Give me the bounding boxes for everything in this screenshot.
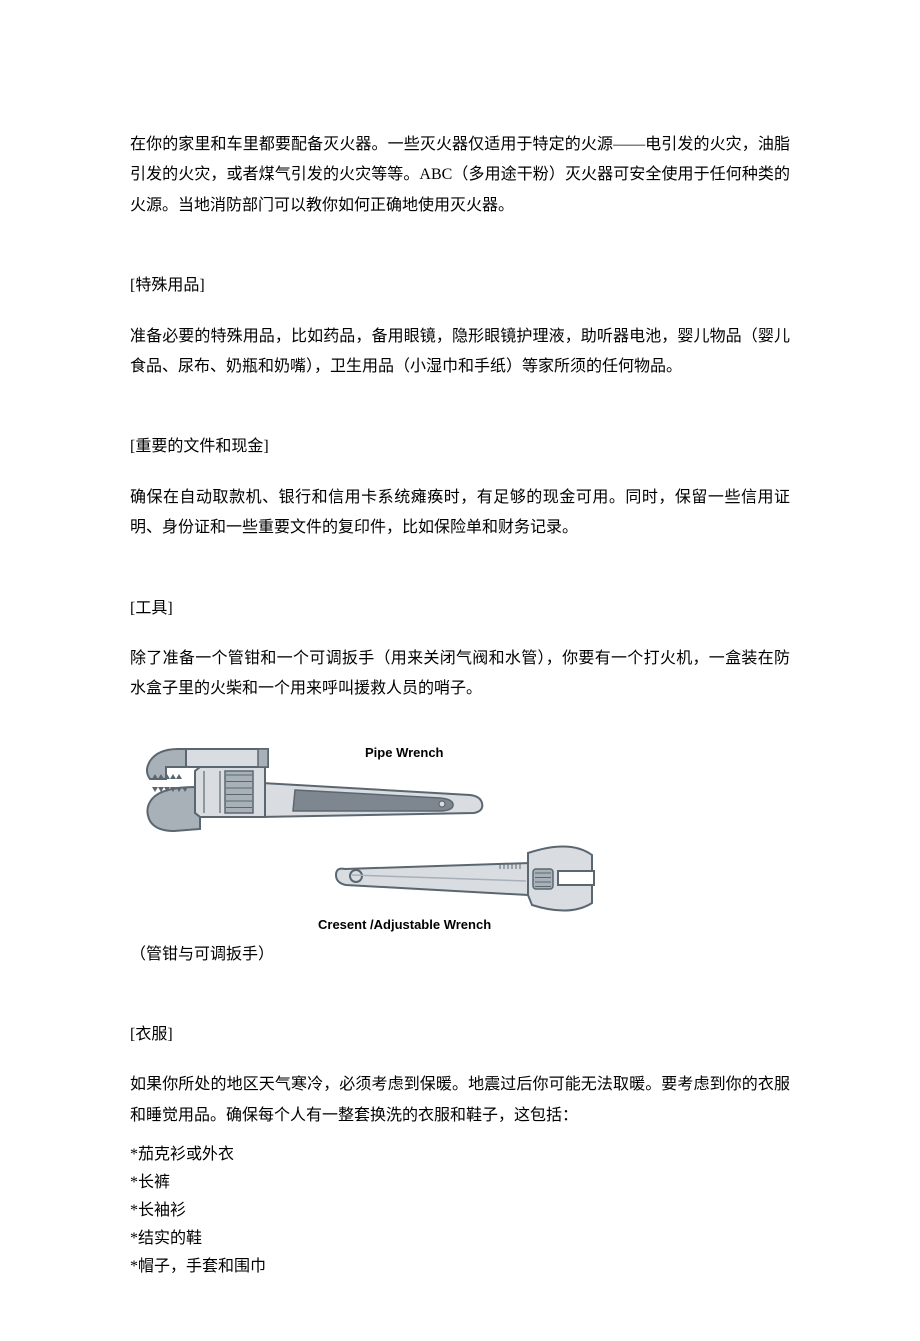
section-heading-special: [特殊用品] bbox=[130, 271, 790, 301]
section-body-docs: 确保在自动取款机、银行和信用卡系统瘫痪时，有足够的现金可用。同时，保留一些信用证… bbox=[130, 483, 790, 544]
pipe-wrench-icon bbox=[147, 749, 482, 831]
clothes-list: *茄克衫或外衣*长裤*长袖衫*结实的鞋*帽子，手套和围巾 bbox=[130, 1141, 790, 1281]
section-body-clothes: 如果你所处的地区天气寒冷，必须考虑到保暖。地震过后你可能无法取暖。要考虑到你的衣… bbox=[130, 1070, 790, 1131]
section-heading-tools: [工具] bbox=[130, 594, 790, 624]
section-heading-clothes: [衣服] bbox=[130, 1020, 790, 1050]
adjustable-wrench-icon bbox=[336, 846, 594, 910]
clothes-list-item: *长袖衫 bbox=[130, 1197, 790, 1225]
clothes-list-item: *帽子，手套和围巾 bbox=[130, 1253, 790, 1281]
clothes-list-item: *结实的鞋 bbox=[130, 1225, 790, 1253]
wrench-svg: Pipe Wrench Cresent /Adjustable Wrench bbox=[140, 735, 610, 935]
clothes-list-item: *长裤 bbox=[130, 1169, 790, 1197]
section-body-tools: 除了准备一个管钳和一个可调扳手（用来关闭气阀和水管），你要有一个打火机，一盒装在… bbox=[130, 644, 790, 705]
pipe-wrench-label: Pipe Wrench bbox=[365, 745, 444, 760]
clothes-list-item: *茄克衫或外衣 bbox=[130, 1141, 790, 1169]
section-heading-docs: [重要的文件和现金] bbox=[130, 432, 790, 462]
figure-caption: （管钳与可调扳手） bbox=[130, 940, 790, 970]
wrench-figure: Pipe Wrench Cresent /Adjustable Wrench bbox=[140, 735, 790, 935]
document-page: 在你的家里和车里都要配备灭火器。一些灭火器仅适用于特定的火源——电引发的火灾，油… bbox=[0, 0, 920, 1341]
adjustable-wrench-label: Cresent /Adjustable Wrench bbox=[318, 917, 491, 932]
section-body-special: 准备必要的特殊用品，比如药品，备用眼镜，隐形眼镜护理液，助听器电池，婴儿物品（婴… bbox=[130, 322, 790, 383]
intro-paragraph: 在你的家里和车里都要配备灭火器。一些灭火器仅适用于特定的火源——电引发的火灾，油… bbox=[130, 130, 790, 221]
